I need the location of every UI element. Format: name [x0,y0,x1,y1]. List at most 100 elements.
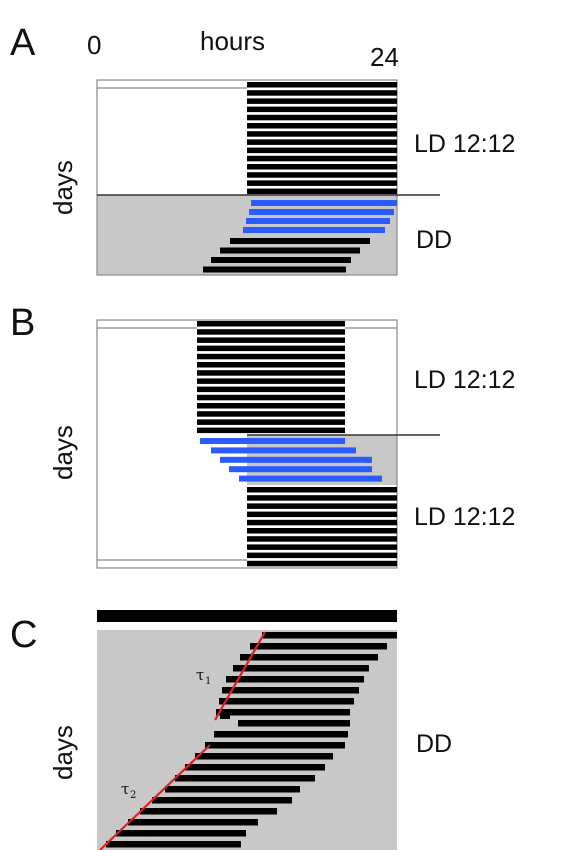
activity-bar [247,147,397,154]
activity-bar [247,172,397,178]
activity-bar [247,164,397,170]
panel-b-shifting-bars [200,438,382,482]
activity-fragment [220,712,230,719]
activity-bar [197,337,345,343]
activity-bar [230,238,370,244]
panel-a-shifting-activity-bars [243,200,397,233]
shifted-activity-bar [246,218,390,224]
activity-bar [197,378,345,384]
panel-b-first-ld-bars [197,321,345,434]
activity-bar [247,552,397,559]
shifted-activity-bar [251,200,397,206]
activity-bar [203,266,346,273]
panel-c-constant-dark-bar [97,610,397,622]
activity-bar [197,362,345,368]
activity-bar [247,495,397,501]
tau1-symbol: τ [196,666,204,684]
activity-bar [247,90,397,96]
panel-b: B days LD 12:12 LD 12:12 [10,302,515,569]
activity-bar [197,321,345,327]
activity-bar [197,411,345,417]
shifted-activity-bar [249,209,394,215]
activity-bar [152,797,292,804]
activity-bar [140,808,277,815]
panel-b-frame [96,319,398,569]
activity-bar [247,82,397,88]
activity-bar [250,643,387,650]
shifted-activity-bar [239,475,382,482]
tau1-subscript: 1 [205,676,211,687]
panel-a-ld-label: LD 12:12 [414,130,515,158]
activity-bar [175,775,315,782]
activity-bar [247,180,397,186]
panel-a-letter: A [10,22,36,64]
activity-bar [247,487,397,493]
activity-bar [247,536,397,542]
panel-a: A 0 hours 24 days LD 12:12 DD [10,22,515,276]
activity-bar [165,786,300,793]
activity-bar [238,720,350,727]
activity-bar [197,386,345,393]
panel-a-ld-activity-bars [247,82,397,195]
panel-b-days-label: days [48,425,78,480]
activity-bar [197,370,345,376]
activity-bar [247,123,397,129]
panel-c-days-label: days [48,725,78,780]
panel-c-letter: C [10,614,37,656]
shifted-activity-bar [229,466,372,473]
panel-a-dd-activity-bars [203,238,370,273]
shifted-activity-bar [220,456,372,463]
activity-bar [247,519,397,526]
activity-bar [247,544,397,550]
activity-bar [197,419,345,425]
activity-bar [247,139,397,145]
activity-bar [211,257,351,263]
panel-a-days-label: days [48,160,78,215]
activity-bar [185,764,325,771]
panel-b-second-ld-bars [247,487,397,567]
panel-c-free-running-bars [106,632,397,848]
activity-bar [197,329,345,335]
activity-bar [262,632,397,639]
activity-bar [247,560,397,567]
axis-start-label: 0 [87,30,101,60]
activity-bar [222,687,359,694]
tau1-fit-line [214,631,266,721]
activity-bar [247,188,397,195]
panel-c-dd-label: DD [416,730,452,758]
activity-bar [233,665,369,672]
activity-bar [195,753,333,760]
activity-bar [116,830,246,837]
activity-bar [247,528,397,534]
activity-bar [197,427,345,434]
activity-bar [240,654,378,661]
activity-bar [247,106,397,113]
activity-bar [247,98,397,104]
activity-bar [226,676,364,683]
tau2-subscript: 2 [130,790,136,801]
activity-bar [197,403,345,409]
panel-b-letter: B [10,302,35,344]
axis-hours-label: hours [200,26,265,56]
activity-bar [106,841,241,848]
activity-bar [220,247,360,254]
shifted-activity-bar [243,227,385,233]
panel-b-ld-label-bottom: LD 12:12 [414,503,515,531]
activity-bar [216,709,350,716]
panel-b-ld-label-top: LD 12:12 [414,366,515,394]
tau2-fit-line [99,744,211,850]
activity-bar [197,394,345,401]
activity-bar [219,698,354,705]
activity-bar [197,353,345,360]
tau2-symbol: τ [121,780,129,798]
axis-end-label: 24 [370,42,399,72]
panel-c: C days τ 1 τ 2 DD [10,610,452,850]
activity-bar [128,819,258,826]
panel-a-dd-label: DD [416,226,452,254]
activity-bar [247,114,397,121]
activity-bar [247,503,397,509]
activity-bar [214,731,348,738]
activity-bar [247,511,397,518]
activity-bar [205,742,345,749]
